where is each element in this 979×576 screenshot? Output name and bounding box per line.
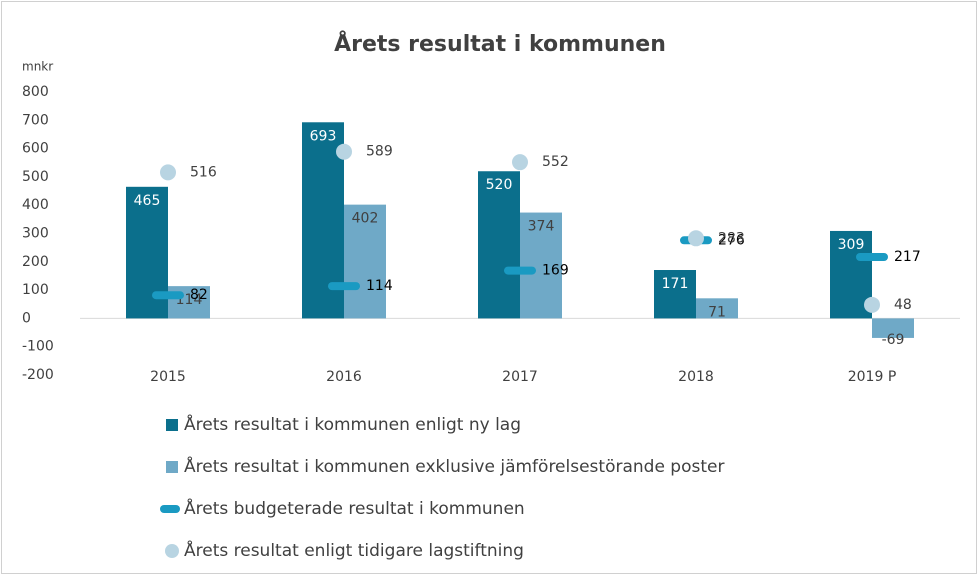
data-label: 114 — [366, 278, 393, 294]
legend-label: Årets resultat enligt tidigare lagstiftn… — [184, 539, 524, 561]
data-label: 402 — [352, 211, 379, 227]
legend-swatch — [165, 544, 179, 558]
legend-label: Årets budgeterade resultat i kommunen — [184, 497, 525, 519]
data-label: 276 — [718, 232, 745, 248]
data-label: 589 — [366, 144, 393, 160]
y-axis-label: mnkr — [22, 60, 53, 74]
legend-swatch — [166, 419, 178, 431]
y-tick-label: 300 — [22, 226, 49, 242]
data-label: 520 — [486, 177, 513, 193]
data-label: 465 — [134, 193, 161, 209]
y-tick-label: 500 — [22, 169, 49, 185]
legend-label: Årets resultat i kommunen enligt ny lag — [184, 413, 521, 435]
data-label: 48 — [894, 297, 912, 313]
data-label: 82 — [190, 287, 208, 303]
chart-title: Årets resultat i kommunen — [334, 31, 666, 57]
y-tick-label: -100 — [22, 339, 54, 355]
data-label: 374 — [528, 219, 555, 235]
dot-marker — [864, 296, 880, 313]
y-tick-label: 800 — [22, 84, 49, 100]
dot-marker — [688, 230, 704, 247]
bar — [654, 270, 696, 319]
dot-marker — [336, 143, 352, 160]
data-label: 217 — [894, 249, 921, 265]
y-tick-label: -200 — [22, 367, 54, 383]
x-tick-label: 2015 — [150, 369, 186, 385]
bar — [872, 318, 914, 338]
data-label: 171 — [662, 276, 689, 292]
bar — [344, 204, 386, 319]
data-label: 309 — [838, 237, 865, 253]
x-tick-label: 2017 — [502, 369, 538, 385]
bar — [520, 212, 562, 319]
data-label: 552 — [542, 154, 569, 170]
data-label: 71 — [708, 304, 726, 320]
data-label: 693 — [310, 128, 337, 144]
y-tick-label: 0 — [22, 310, 31, 326]
bar — [478, 171, 520, 319]
data-label: 516 — [190, 164, 217, 180]
x-tick-label: 2016 — [326, 369, 362, 385]
x-tick-label: 2019 P — [848, 369, 897, 385]
data-label: 283 — [718, 230, 745, 246]
x-tick-label: 2018 — [678, 369, 714, 385]
data-label: -69 — [882, 332, 905, 348]
legend-swatch — [166, 461, 178, 473]
y-tick-label: 100 — [22, 282, 49, 298]
y-tick-label: 400 — [22, 197, 49, 213]
y-tick-label: 600 — [22, 141, 49, 157]
data-label: 169 — [542, 263, 569, 279]
dot-marker — [160, 164, 176, 181]
y-tick-label: 700 — [22, 112, 49, 128]
y-tick-label: 200 — [22, 254, 49, 270]
dot-marker — [512, 154, 528, 171]
legend-label: Årets resultat i kommunen exklusive jämf… — [184, 455, 724, 477]
bar — [696, 298, 738, 319]
